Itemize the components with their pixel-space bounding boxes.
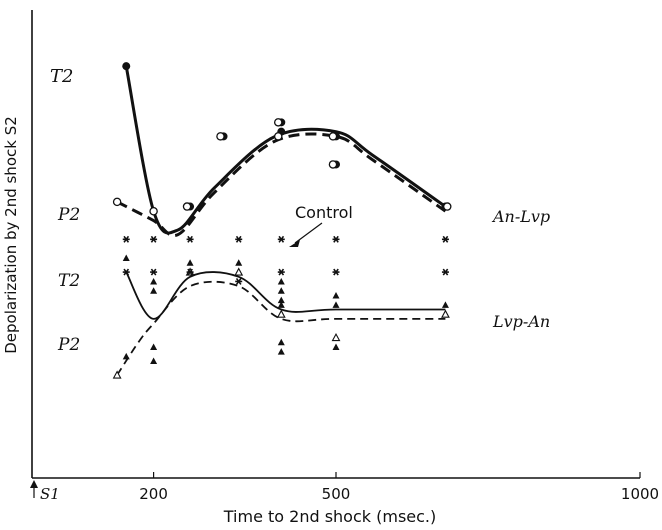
data-point-filled-triangle [150,277,158,285]
points [112,62,452,379]
data-point-filled-triangle [122,254,130,262]
data-point-filled-triangle [332,291,340,299]
axes [31,10,640,479]
control-arrow [289,222,323,247]
data-point-open-circle [273,118,283,127]
data-point-star [186,268,194,276]
series-label-an-lvp: An-Lvp [491,207,550,226]
x-axis-label: Time to 2nd shock (msec.) [223,507,437,526]
data-point-open-circle [112,197,122,207]
t2-lower-label: T2 [58,271,80,291]
p2-upper-label: P2 [57,205,80,225]
data-point-open-triangle [441,309,450,318]
s1-origin-marker: S1 [30,480,60,503]
data-point-filled-triangle [277,348,285,355]
data-point-star [441,268,449,276]
data-point-star [122,235,130,243]
data-point-open-circle [216,132,225,141]
data-point-open-circle [182,202,192,211]
data-point-filled-triangle [332,343,340,350]
data-point-filled-triangle [235,259,243,266]
x-tick-label: 500 [322,485,351,503]
curve-an-lvp-t2 [124,65,447,235]
data-point-filled-triangle [150,287,158,294]
curve-lvp-an-t2 [125,271,446,320]
data-point-filled-triangle [186,259,194,266]
data-point-star [186,235,194,243]
data-point-star [277,268,285,276]
data-point-open-circle [328,132,338,141]
data-point-filled-triangle [122,352,130,360]
data-point-star [150,268,158,276]
series-label-lvp-an: Lvp-An [492,312,550,331]
data-point-open-circle [273,132,283,141]
data-point-star [332,268,340,276]
data-point-star [332,235,340,243]
data-point-open-triangle [234,267,244,276]
curve-lvp-an-p2 [116,280,446,376]
data-point-filled-triangle [332,301,340,308]
data-point-filled-triangle [277,301,285,308]
data-point-open-circle [328,160,338,169]
curves [116,65,447,376]
data-point-filled-triangle [277,296,285,304]
curve-an-lvp-p2 [116,132,447,238]
data-point-filled-circle [122,62,131,71]
data-point-filled-triangle [277,287,285,294]
t2-upper-label: T2 [50,66,73,87]
s1-origin-label: S1 [40,485,60,503]
data-point-star [122,268,130,276]
data-point-star [277,235,285,243]
data-point-filled-triangle [150,357,158,364]
y-axis-label: Depolarization by 2nd shock S2 [2,116,20,354]
data-point-star [235,277,243,285]
data-point-open-triangle [112,370,122,379]
data-point-star [150,235,158,243]
data-point-star [235,235,243,243]
data-point-open-circle [443,202,452,211]
x-tick-label: 1000 [621,485,659,503]
data-point-open-triangle [331,332,341,342]
data-point-filled-triangle [441,301,449,308]
data-point-open-circle [149,206,158,216]
data-point-filled-triangle [277,277,285,285]
p2-lower-label: P2 [57,335,80,355]
data-point-star [441,235,449,243]
x-tick-label: 200 [139,485,168,503]
data-point-filled-triangle [277,338,285,346]
x-ticks: 200 500 1000 [139,472,659,503]
control-label: Control [295,203,353,222]
data-point-open-triangle [276,309,286,318]
data-point-filled-triangle [150,343,158,350]
